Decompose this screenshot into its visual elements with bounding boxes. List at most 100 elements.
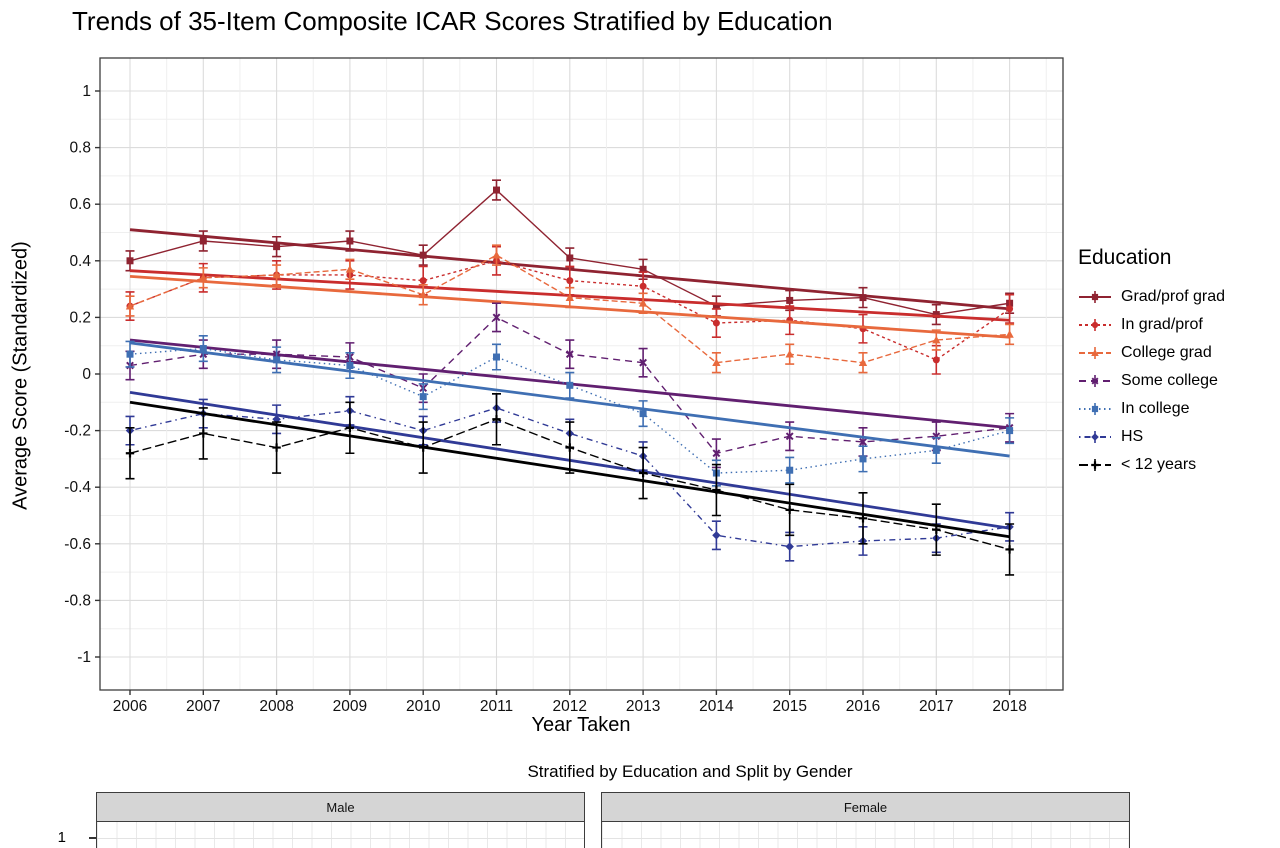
legend-label: College grad	[1121, 344, 1212, 361]
legend-item-hs: HS	[1078, 423, 1278, 451]
x-tick-label: 2007	[186, 698, 220, 715]
data-point-marker	[565, 443, 574, 452]
data-point-marker	[199, 273, 208, 282]
data-point-marker	[639, 282, 647, 290]
data-point-marker	[712, 449, 721, 458]
x-tick-label: 2014	[699, 698, 734, 715]
data-point-marker	[125, 449, 135, 458]
x-axis-title: Year Taken	[531, 714, 631, 736]
legend-label: Grad/prof grad	[1121, 288, 1226, 305]
data-point-marker	[492, 250, 501, 259]
legend-label: < 12 years	[1121, 456, 1197, 473]
data-point-marker	[932, 335, 941, 344]
data-point-marker	[1091, 461, 1099, 469]
x-tick-label: 2009	[333, 698, 367, 715]
data-point-marker	[345, 423, 355, 432]
x-tick-label: 2006	[113, 698, 147, 715]
data-point-marker	[786, 466, 794, 474]
data-point-marker	[712, 319, 720, 327]
data-point-marker	[419, 443, 428, 452]
data-point-marker	[858, 358, 868, 367]
legend-key	[1079, 347, 1111, 359]
data-point-marker	[126, 257, 134, 265]
chart-title: Trends of 35-Item Composite ICAR Scores …	[72, 6, 833, 36]
data-point-marker	[639, 358, 648, 367]
data-point-marker	[638, 468, 648, 478]
data-point-marker	[785, 505, 794, 515]
facet-chart-title: Stratified by Education and Split by Gen…	[527, 762, 853, 781]
legend-label: In college	[1121, 400, 1190, 417]
data-point-marker	[712, 358, 721, 367]
facet-label-female: Female	[843, 799, 888, 815]
facet-plot-male	[96, 822, 585, 848]
legend-label: HS	[1121, 428, 1144, 445]
y-tick-label: 1	[82, 83, 91, 100]
y-tick-label: -0.2	[64, 423, 91, 440]
data-point-marker	[199, 237, 207, 245]
data-point-marker	[932, 446, 940, 454]
y-tick-label: 0.2	[69, 309, 91, 326]
x-tick-label: 2010	[406, 698, 441, 715]
legend-title: Education	[1078, 246, 1172, 269]
legend-key	[1079, 459, 1111, 471]
series--12-years	[125, 393, 1015, 576]
data-point-marker	[419, 277, 427, 285]
x-tick-label: 2012	[553, 698, 587, 715]
data-point-marker	[712, 531, 721, 540]
data-point-marker	[566, 381, 574, 389]
axis-ticks-and-labels: 1 0.8 0.6 0.4 0.2 0 -0.2 -0.4 -0.6 -0.8 -1 2006 2007…	[64, 83, 1027, 715]
y-tick-label: 0	[82, 366, 91, 383]
data-point-marker	[493, 353, 500, 361]
data-point-marker	[712, 302, 720, 310]
data-point-marker	[199, 429, 208, 438]
series-in-college	[125, 334, 1015, 487]
y-axis-title: Average Score (Standardized)	[9, 241, 32, 510]
data-point-marker	[272, 270, 281, 279]
y-tick-label: 0.4	[69, 253, 91, 270]
legend-key	[1079, 319, 1111, 331]
legend-key	[1079, 375, 1111, 387]
legend-item-grad-prof-grad: Grad/prof grad	[1078, 283, 1278, 311]
legend-item-college-grad: College grad	[1078, 339, 1278, 367]
data-point-marker	[565, 293, 574, 301]
x-tick-label: 2018	[992, 698, 1026, 715]
data-point-marker	[419, 290, 428, 299]
data-point-marker	[125, 301, 135, 310]
x-tick-label: 2008	[259, 698, 293, 715]
data-point-marker	[859, 455, 867, 463]
data-point-marker	[199, 345, 207, 353]
data-point-marker	[785, 542, 794, 551]
x-tick-label: 2017	[919, 698, 953, 715]
x-tick-label: 2011	[480, 698, 513, 715]
legend-key	[1079, 403, 1111, 415]
data-point-marker	[932, 311, 940, 319]
data-point-marker	[126, 350, 134, 358]
facet-label-male: Male	[326, 799, 355, 815]
data-point-marker	[346, 362, 354, 370]
data-point-marker	[566, 254, 574, 262]
data-point-marker	[785, 432, 794, 441]
data-point-marker	[1005, 545, 1014, 554]
data-point-marker	[786, 296, 794, 304]
facet-y-tick-mark	[89, 837, 96, 839]
legend-label: In grad/prof	[1121, 316, 1203, 333]
data-point-marker	[859, 294, 867, 302]
data-point-marker	[419, 393, 427, 401]
data-point-marker	[785, 349, 794, 358]
data-point-marker	[858, 514, 868, 523]
legend-item-some-college: Some college	[1078, 367, 1278, 395]
legend-item--12-years: < 12 years	[1078, 451, 1278, 479]
data-point-marker	[1091, 433, 1099, 441]
facet-y-tick-label: 1	[57, 829, 66, 846]
data-point-marker	[639, 410, 647, 418]
data-point-marker	[1091, 405, 1099, 413]
legend: Education Grad/prof grad In grad/prof Coll…	[1078, 246, 1278, 479]
y-tick-label: -0.4	[64, 479, 91, 496]
data-point-marker	[638, 299, 648, 307]
data-point-marker	[1006, 305, 1014, 313]
data-point-marker	[493, 186, 500, 194]
data-point-marker	[1091, 321, 1099, 329]
facet-strip-female: Female	[601, 792, 1130, 822]
data-point-marker	[492, 313, 501, 322]
